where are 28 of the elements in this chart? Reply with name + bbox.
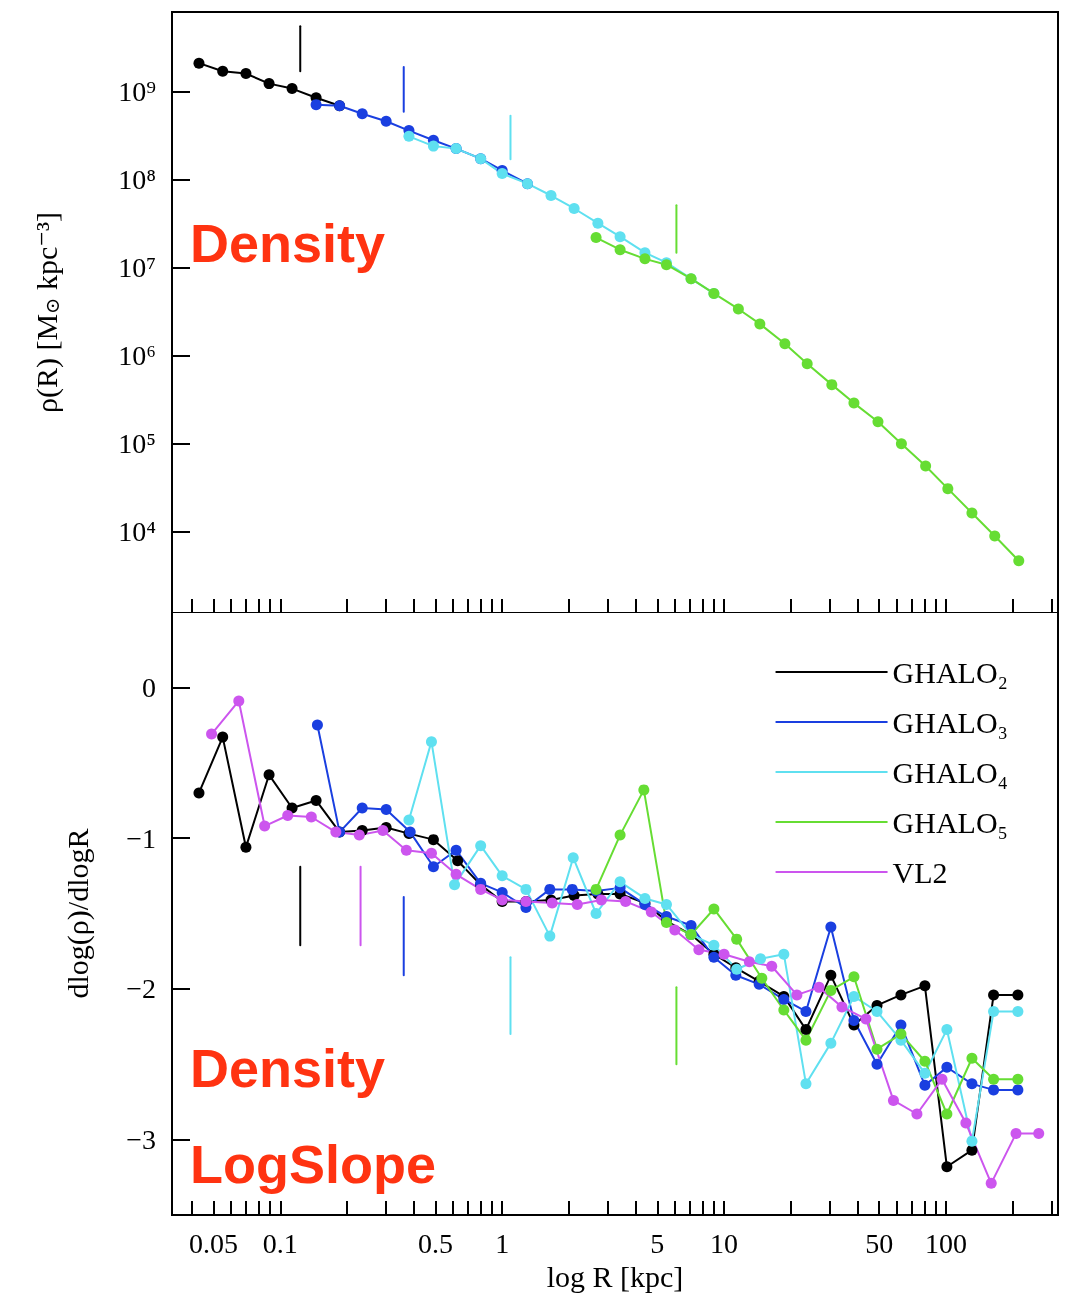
y-tick-label: −3 [126, 1124, 156, 1156]
y-tick-label: 10⁹ [118, 76, 156, 108]
y-tick-label: 10⁵ [118, 428, 156, 460]
y-tick-label: −2 [126, 973, 156, 1005]
legend-label: GHALO₄ [892, 755, 1009, 789]
y-tick-label: 10⁸ [118, 164, 156, 196]
x-tick-label: 1 [495, 1227, 510, 1259]
legend-label: GHALO₃ [892, 705, 1009, 739]
x-tick-label: 0.1 [262, 1227, 298, 1259]
annotation: Density [190, 213, 386, 273]
y-tick-label: 10⁶ [118, 340, 156, 372]
y-axis-title: dlog(ρ)/dlogR [60, 828, 95, 999]
x-tick-label: 10 [710, 1227, 739, 1259]
legend-label: VL2 [892, 855, 948, 889]
y-tick-label: −1 [126, 822, 156, 854]
x-tick-label: 0.05 [189, 1227, 239, 1259]
y-axis-title: ρ(R) [M⊙ kpc⁻³] [29, 211, 64, 414]
x-tick-label: 100 [924, 1227, 967, 1259]
legend-label: GHALO₂ [892, 655, 1009, 689]
y-tick-label: 10⁷ [118, 252, 156, 284]
y-tick-label: 10⁴ [118, 516, 156, 548]
legend-label: GHALO₅ [892, 805, 1009, 839]
y-tick-label: 0 [142, 671, 156, 703]
annotation: Density LogSlope [190, 1038, 436, 1194]
x-tick-label: 5 [650, 1227, 665, 1259]
x-axis-title: log R [kpc] [546, 1260, 684, 1294]
x-tick-label: 0.5 [417, 1227, 453, 1259]
x-tick-label: 50 [865, 1227, 894, 1259]
